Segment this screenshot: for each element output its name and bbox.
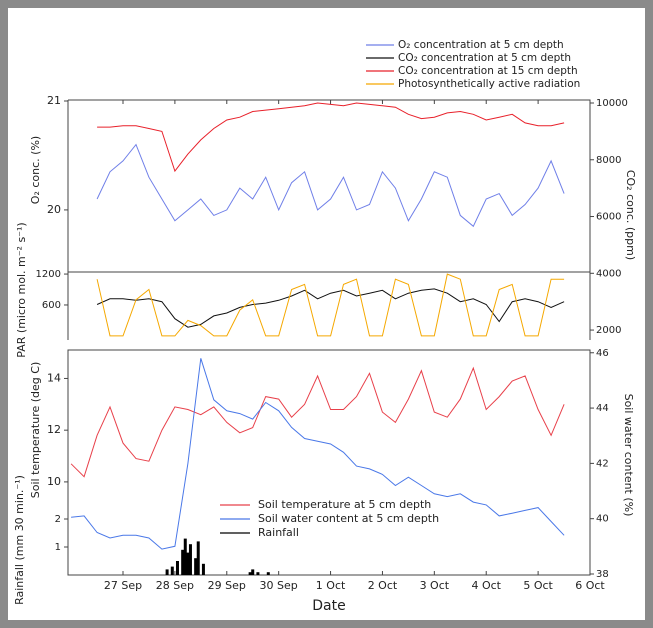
y-tick-label: 14 [47,371,61,384]
x-axis-label: Date [312,598,345,614]
rain-bar [248,572,252,575]
series-line [97,102,565,173]
rain-bar [266,572,270,575]
axis-label: PAR (micro mol. m⁻² s⁻¹) [15,222,28,357]
rain-bar [201,563,205,575]
y2-tick-label: 6000 [596,212,621,223]
y2-tick-label: 10000 [596,98,628,109]
x-tick-label: 27 Sep [104,579,142,592]
axis-label: Rainfall (mm 30 min.⁻¹) [13,475,26,605]
y-tick-label: 600 [42,300,61,311]
legend-label: Soil water content at 5 cm depth [258,512,439,525]
x-tick-label: 2 Oct [368,579,398,592]
legend-label: CO₂ concentration at 15 cm depth [398,65,578,77]
series-line [70,366,565,478]
y2-tick-label: 2000 [596,325,621,336]
y2-tick-label: 44 [596,403,609,414]
x-tick-label: 3 Oct [420,579,450,592]
series-line [71,358,565,550]
x-tick-label: 5 Oct [523,579,553,592]
series-line [96,273,565,337]
y-tick-label: 2 [55,514,61,525]
y2-tick-label: 42 [596,458,609,469]
y2-tick-label: 4000 [596,268,621,279]
y2-tick-label: 38 [596,569,609,580]
x-tick-label: 4 Oct [471,579,501,592]
series-line [96,143,565,228]
legend-label: Photosynthetically active radiation [398,78,580,90]
rain-bar [186,552,190,575]
rain-bar [165,569,169,575]
rain-bar [170,566,174,575]
y2-tick-label: 46 [596,348,609,359]
x-tick-label: 30 Sep [260,579,298,592]
axis-label: Soil temperature (deg C) [29,362,42,498]
rain-bar [194,558,198,575]
rain-bar [183,538,187,575]
axis-label: CO₂ conc. (ppm) [624,170,637,260]
rain-bar [181,549,185,575]
x-tick-label: 1 Oct [316,579,346,592]
legend-label: Soil temperature at 5 cm depth [258,498,431,511]
series-line [96,288,565,328]
y-tick-label: 10 [47,475,61,488]
y2-tick-label: 8000 [596,155,621,166]
y-tick-label: 1200 [36,269,61,280]
axis-label: Soil water content (%) [622,394,635,517]
y2-tick-label: 40 [596,514,609,525]
rain-bar [251,569,255,575]
rain-bar [175,561,179,575]
y-tick-label: 1 [55,542,61,553]
x-tick-label: 6 Oct [575,579,605,592]
rain-bar [256,572,260,575]
legend-label: O₂ concentration at 5 cm depth [398,39,564,51]
x-tick-label: 29 Sep [208,579,246,592]
y-tick-label: 12 [47,423,61,436]
axis-label: O₂ conc. (%) [29,136,42,204]
page [8,8,645,620]
legend-label: CO₂ concentration at 5 cm depth [398,52,571,64]
y-tick-label: 21 [47,94,61,107]
lower-frame [67,349,591,576]
legend-label: Rainfall [258,526,299,539]
rain-bar [196,541,200,575]
x-tick-label: 28 Sep [156,579,194,592]
y-tick-label: 20 [47,203,61,216]
rain-bar [188,544,192,575]
